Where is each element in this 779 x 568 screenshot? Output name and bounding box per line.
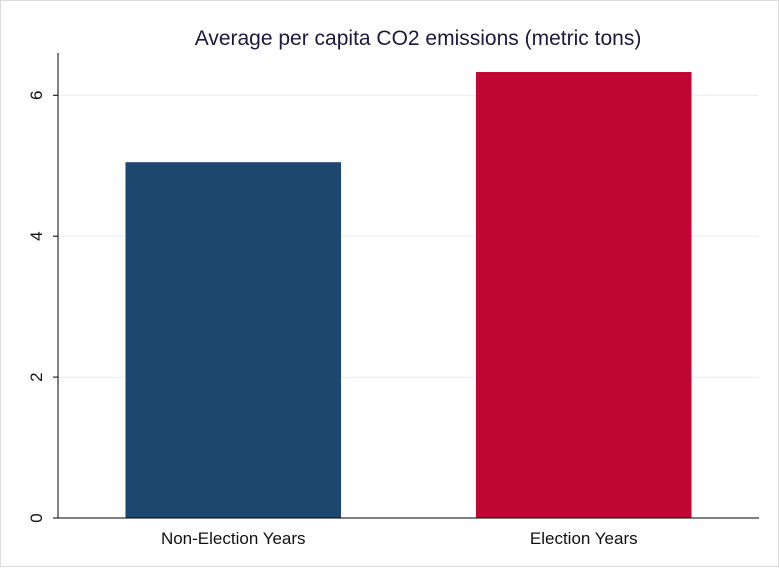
bar-non-election-years	[125, 162, 342, 519]
x-tick-label: Election Years	[530, 529, 638, 548]
chart-title: Average per capita CO2 emissions (metric…	[194, 27, 642, 50]
y-tick-label: 6	[27, 91, 46, 100]
y-tick-label: 2	[27, 372, 46, 381]
y-tick-label: 0	[27, 513, 46, 522]
tick-labels: Non-Election Years Election Years 0 2 4 6	[27, 91, 638, 548]
bar-election-years	[475, 72, 692, 518]
bars	[125, 72, 692, 519]
axes	[53, 53, 759, 519]
x-tick-label: Non-Election Years	[161, 529, 306, 548]
y-tick-label: 4	[27, 231, 46, 240]
